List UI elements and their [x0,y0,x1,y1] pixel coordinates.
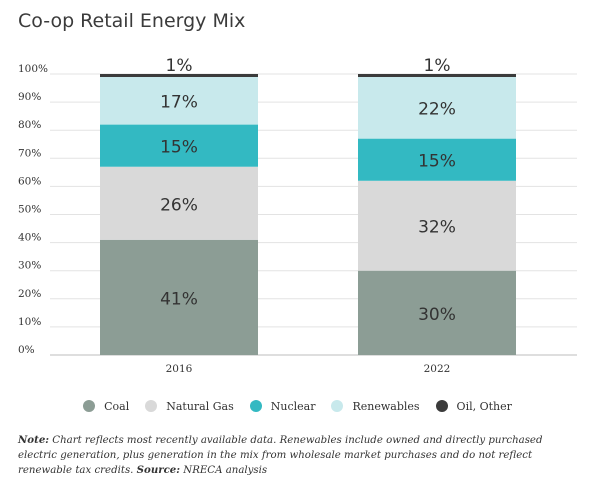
legend-item: Coal [83,400,129,413]
legend-item: Natural Gas [145,400,234,413]
legend: Coal Natural Gas Nuclear Renewables Oil, Oth… [0,396,595,416]
chart-note: Note: Chart reflects most recently avail… [18,433,578,479]
x-tick-label: 2016 [166,363,193,375]
bar-segment-coal [358,270,516,355]
y-tick-label: 0% [18,344,35,356]
y-tick-label: 90% [18,91,41,103]
legend-swatch [435,400,448,412]
legend-label: Natural Gas [166,399,234,413]
x-tick-label: 2022 [424,363,451,375]
y-tick-label: 40% [18,232,41,244]
bar-segment-renewables [100,76,258,125]
stacked-bar-chart: 0% 10% 20% 30% 40% 50% 60% 70% 80% 90% 100% 41% 26% 1… [18,56,577,375]
data-label: 22% [418,100,456,120]
y-tick-label: 10% [18,316,41,328]
bar-segment-coal [100,239,258,355]
bar-segment-renewables [358,76,516,139]
bar-segment-nuclear [358,138,516,181]
y-tick-label: 100% [18,63,48,75]
bar-segment-oil-other [100,74,258,77]
y-tick-label: 30% [18,260,41,272]
bar-segment-nuclear [100,124,258,167]
legend-swatch [249,400,262,412]
y-tick-label: 80% [18,119,41,131]
legend-swatch [145,400,158,412]
data-label: 41% [160,289,198,309]
note-label: Note: [18,434,50,446]
legend-label: Nuclear [270,399,316,413]
bar-segment-natural-gas [358,180,516,271]
data-label: 1% [166,56,193,76]
legend-swatch [331,400,344,412]
data-label: 15% [418,152,456,172]
legend-item: Oil, Other [435,399,512,413]
legend-item: Renewables [331,399,420,413]
bar-segment-natural-gas [100,166,258,240]
data-label: 1% [424,56,451,76]
note-text: Chart reflects most recently available d… [18,435,543,476]
data-label: 30% [418,305,456,325]
legend-swatch [83,400,96,412]
legend-label: Coal [104,399,130,413]
y-tick-label: 60% [18,175,41,187]
data-label: 17% [160,93,198,113]
bar-segment-oil-other [358,74,516,77]
source-text: NRECA analysis [180,465,268,476]
data-label: 15% [160,138,198,158]
legend-label: Renewables [352,399,420,413]
y-tick-label: 50% [18,204,41,216]
data-label: 32% [418,218,456,238]
legend-label: Oil, Other [456,399,512,413]
source-label: Source: [136,464,181,476]
y-tick-label: 20% [18,288,41,300]
chart-title: Co-op Retail Energy Mix [18,10,246,32]
data-label: 26% [160,195,198,215]
y-tick-label: 70% [18,147,41,159]
legend-item: Nuclear [249,399,316,413]
